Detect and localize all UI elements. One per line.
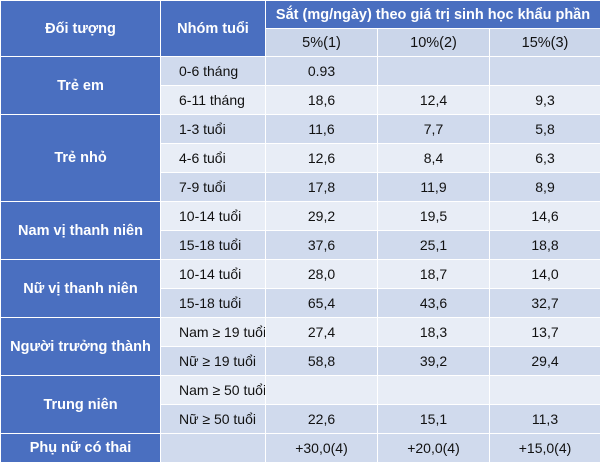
value-cell: +20,0(4) bbox=[378, 434, 490, 463]
value-cell: 12,4 bbox=[378, 86, 490, 115]
value-cell: 37,6 bbox=[266, 231, 378, 260]
group-label: Nữ vị thanh niên bbox=[1, 260, 161, 318]
value-cell: 7,7 bbox=[378, 115, 490, 144]
group-label: Trẻ nhỏ bbox=[1, 115, 161, 202]
value-cell bbox=[266, 376, 378, 405]
value-cell: 27,4 bbox=[266, 318, 378, 347]
value-cell: 11,9 bbox=[378, 173, 490, 202]
age-cell: 15-18 tuổi bbox=[161, 231, 266, 260]
age-cell: Nữ ≥ 19 tuổi bbox=[161, 347, 266, 376]
table-row: Nữ vị thanh niên 10-14 tuổi 28,0 18,7 14… bbox=[1, 260, 600, 289]
table-row: Người trưởng thành Nam ≥ 19 tuổi 27,4 18… bbox=[1, 318, 600, 347]
value-cell: 32,7 bbox=[490, 289, 600, 318]
age-cell: 7-9 tuổi bbox=[161, 173, 266, 202]
value-cell: 14,0 bbox=[490, 260, 600, 289]
value-cell: 14,6 bbox=[490, 202, 600, 231]
table-row: Nam vị thanh niên 10-14 tuổi 29,2 19,5 1… bbox=[1, 202, 600, 231]
header-bioavailability-5: 5%(1) bbox=[266, 29, 378, 57]
value-cell: 28,0 bbox=[266, 260, 378, 289]
age-cell: Nam ≥ 50 tuổi bbox=[161, 376, 266, 405]
value-cell bbox=[490, 376, 600, 405]
header-age-group: Nhóm tuổi bbox=[161, 1, 266, 57]
value-cell: 13,7 bbox=[490, 318, 600, 347]
value-cell: 19,5 bbox=[378, 202, 490, 231]
value-cell: 15,1 bbox=[378, 405, 490, 434]
table-row: Trung niên Nam ≥ 50 tuổi bbox=[1, 376, 600, 405]
age-cell: 15-18 tuổi bbox=[161, 289, 266, 318]
value-cell bbox=[490, 57, 600, 86]
value-cell: 43,6 bbox=[378, 289, 490, 318]
value-cell: 39,2 bbox=[378, 347, 490, 376]
value-cell: 12,6 bbox=[266, 144, 378, 173]
value-cell: 25,1 bbox=[378, 231, 490, 260]
value-cell: 11,6 bbox=[266, 115, 378, 144]
age-cell: 4-6 tuổi bbox=[161, 144, 266, 173]
age-cell: Nam ≥ 19 tuổi bbox=[161, 318, 266, 347]
age-cell bbox=[161, 434, 266, 463]
header-bioavailability-15: 15%(3) bbox=[490, 29, 600, 57]
value-cell: 29,4 bbox=[490, 347, 600, 376]
value-cell: 11,3 bbox=[490, 405, 600, 434]
value-cell: 58,8 bbox=[266, 347, 378, 376]
group-label: Trung niên bbox=[1, 376, 161, 434]
table-row: Phụ nữ có thai +30,0(4) +20,0(4) +15,0(4… bbox=[1, 434, 600, 463]
value-cell bbox=[378, 57, 490, 86]
value-cell: 22,6 bbox=[266, 405, 378, 434]
value-cell: 65,4 bbox=[266, 289, 378, 318]
age-cell: 1-3 tuổi bbox=[161, 115, 266, 144]
value-cell: 5,8 bbox=[490, 115, 600, 144]
value-cell: 8,4 bbox=[378, 144, 490, 173]
value-cell: 18,7 bbox=[378, 260, 490, 289]
value-cell: 6,3 bbox=[490, 144, 600, 173]
age-cell: 10-14 tuổi bbox=[161, 202, 266, 231]
value-cell: 18,6 bbox=[266, 86, 378, 115]
group-label: Nam vị thanh niên bbox=[1, 202, 161, 260]
table-row: Trẻ nhỏ 1-3 tuổi 11,6 7,7 5,8 bbox=[1, 115, 600, 144]
header-subject: Đối tượng bbox=[1, 1, 161, 57]
value-cell: 18,3 bbox=[378, 318, 490, 347]
value-cell: 0.93 bbox=[266, 57, 378, 86]
value-cell: 29,2 bbox=[266, 202, 378, 231]
table-row: Trẻ em 0-6 tháng 0.93 bbox=[1, 57, 600, 86]
group-label: Người trưởng thành bbox=[1, 318, 161, 376]
value-cell bbox=[378, 376, 490, 405]
value-cell: 17,8 bbox=[266, 173, 378, 202]
age-cell: 10-14 tuổi bbox=[161, 260, 266, 289]
value-cell: +15,0(4) bbox=[490, 434, 600, 463]
group-label: Phụ nữ có thai bbox=[1, 434, 161, 463]
value-cell: 9,3 bbox=[490, 86, 600, 115]
value-cell: +30,0(4) bbox=[266, 434, 378, 463]
age-cell: 0-6 tháng bbox=[161, 57, 266, 86]
value-cell: 18,8 bbox=[490, 231, 600, 260]
header-iron: Sắt (mg/ngày) theo giá trị sinh học khẩu… bbox=[266, 1, 600, 29]
value-cell: 8,9 bbox=[490, 173, 600, 202]
header-bioavailability-10: 10%(2) bbox=[378, 29, 490, 57]
group-label: Trẻ em bbox=[1, 57, 161, 115]
age-cell: Nữ ≥ 50 tuổi bbox=[161, 405, 266, 434]
age-cell: 6-11 tháng bbox=[161, 86, 266, 115]
